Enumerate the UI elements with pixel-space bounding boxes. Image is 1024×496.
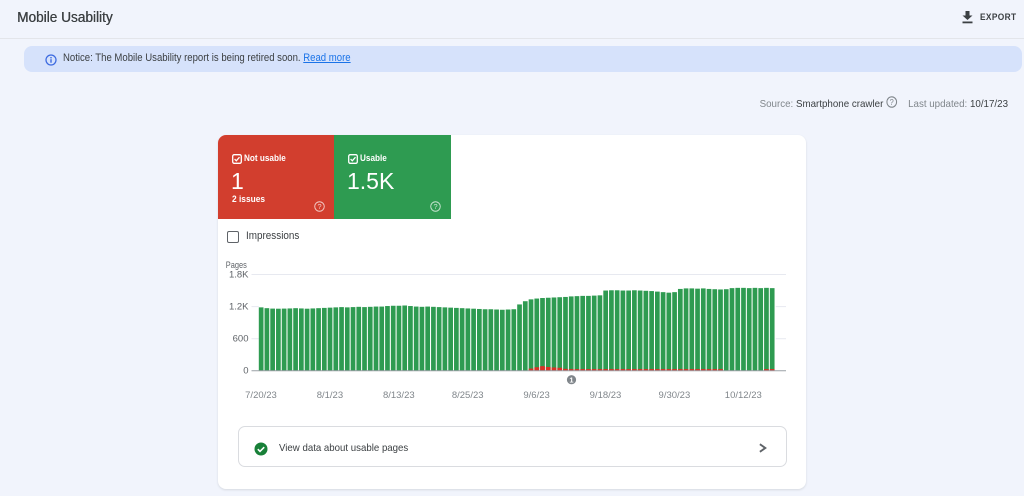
svg-text:9/30/23: 9/30/23 <box>659 390 691 401</box>
svg-text:1.2K: 1.2K <box>229 301 249 312</box>
svg-text:600: 600 <box>233 333 249 344</box>
svg-text:?: ? <box>433 202 437 211</box>
svg-text:8/13/23: 8/13/23 <box>383 390 415 401</box>
svg-text:8/25/23: 8/25/23 <box>452 390 484 401</box>
svg-text:?: ? <box>890 98 894 107</box>
svg-text:?: ? <box>317 202 321 211</box>
svg-text:1: 1 <box>569 376 573 385</box>
svg-text:8/1/23: 8/1/23 <box>317 390 343 401</box>
svg-text:9/18/23: 9/18/23 <box>590 390 622 401</box>
svg-text:0: 0 <box>243 365 248 376</box>
svg-text:Pages: Pages <box>226 260 247 271</box>
svg-text:9/6/23: 9/6/23 <box>523 390 549 401</box>
svg-text:10/12/23: 10/12/23 <box>725 390 762 401</box>
svg-text:7/20/23: 7/20/23 <box>245 390 277 401</box>
svg-text:1.8K: 1.8K <box>229 270 249 281</box>
